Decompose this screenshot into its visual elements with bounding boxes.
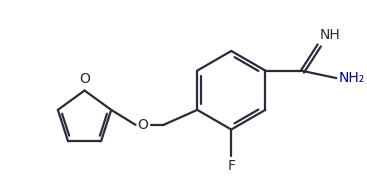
- Text: F: F: [227, 159, 235, 174]
- Text: O: O: [138, 118, 149, 132]
- Text: NH₂: NH₂: [338, 71, 364, 85]
- Text: O: O: [79, 72, 90, 86]
- Text: NH: NH: [320, 28, 340, 42]
